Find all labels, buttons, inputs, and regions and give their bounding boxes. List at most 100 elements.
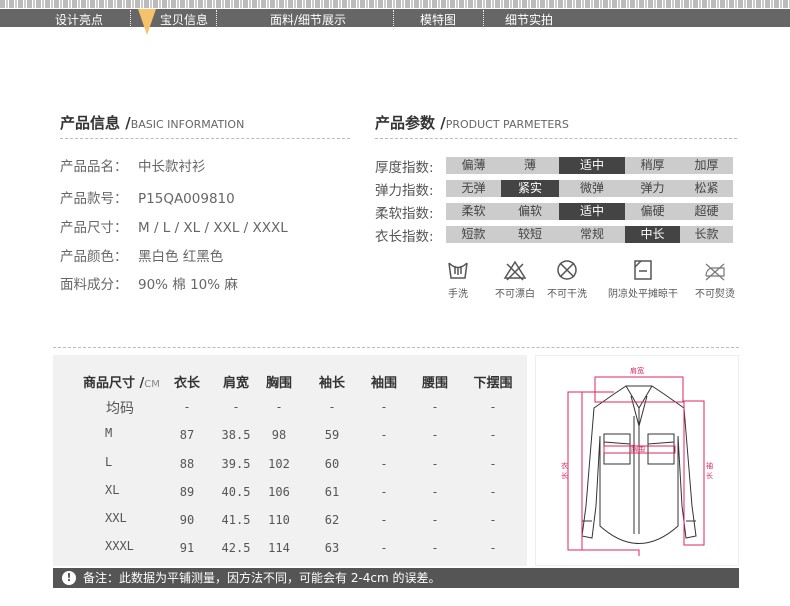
table-cell: 98 xyxy=(271,428,287,442)
divider xyxy=(216,10,217,26)
param-option: 适中 xyxy=(559,203,625,220)
table-cell: 39.5 xyxy=(221,457,251,471)
param-option: 弹力 xyxy=(640,181,665,195)
care-label: 不可干洗 xyxy=(547,289,587,300)
size-name: M xyxy=(105,426,113,440)
param-option: 紧实 xyxy=(501,180,559,197)
table-cell: 110 xyxy=(268,513,290,527)
table-cell: - xyxy=(328,400,336,414)
size-name: 均码 xyxy=(106,401,134,417)
tab-fabric-details[interactable]: 面料/细节展示 xyxy=(270,13,347,27)
hand-wash-icon xyxy=(446,258,470,282)
table-cell: 91 xyxy=(179,541,195,555)
length-label-2: 长 xyxy=(561,471,568,480)
column-header: 袖长 xyxy=(318,376,346,391)
size-table-title: 商品尺寸 /CM xyxy=(83,372,160,391)
shoulder-label: 肩宽 xyxy=(630,366,644,375)
param-option: 较短 xyxy=(517,227,542,241)
param-option: 加厚 xyxy=(694,158,719,172)
table-cell: - xyxy=(489,400,497,414)
table-cell: - xyxy=(431,457,439,471)
table-cell: 62 xyxy=(324,513,340,527)
table-cell: 63 xyxy=(324,541,340,555)
chest-label: 胸围 xyxy=(631,444,645,453)
size-name: XXXL xyxy=(105,539,134,553)
param-bar: 短款 较短 常规 中长 长款 xyxy=(446,226,733,243)
column-header: 腰围 xyxy=(421,376,449,391)
param-label: 衣长指数: xyxy=(375,229,434,245)
table-cell: - xyxy=(380,428,388,442)
table-cell: 60 xyxy=(324,457,340,471)
dry-flat-shade-icon xyxy=(631,258,655,282)
no-iron-icon xyxy=(703,258,727,282)
table-cell: 42.5 xyxy=(221,541,251,555)
params-heading: 产品参数 /PRODUCT PARMETERS xyxy=(375,114,569,132)
note-bar: 备注：此数据为平铺测量，因方法不同，可能会有 2-4cm 的误差。 xyxy=(53,568,739,588)
size-name: XXL xyxy=(105,511,127,525)
info-label: 产品品名： xyxy=(60,159,128,175)
param-option: 适中 xyxy=(559,157,625,174)
table-cell: - xyxy=(489,485,497,499)
sleeve-label-1: 袖 xyxy=(706,461,713,470)
column-header: 衣长 xyxy=(173,376,201,391)
active-tab-indicator xyxy=(138,9,156,35)
info-value: 90% 棉 10% 麻 xyxy=(138,277,238,293)
column-header: 胸围 xyxy=(265,376,293,391)
info-label: 产品尺寸： xyxy=(60,220,128,236)
param-bar: 偏薄 薄 适中 稍厚 加厚 xyxy=(446,157,733,174)
divider xyxy=(130,10,131,26)
table-cell: 90 xyxy=(179,513,195,527)
param-option: 偏硬 xyxy=(640,204,665,218)
table-cell: 40.5 xyxy=(221,485,251,499)
info-row: 面料成分： 90% 棉 10% 麻 xyxy=(60,273,238,293)
param-option: 松紧 xyxy=(694,181,719,195)
param-option: 常规 xyxy=(579,227,604,241)
care-label: 不可漂白 xyxy=(495,289,535,300)
param-option: 偏软 xyxy=(517,204,542,218)
table-cell: 89 xyxy=(179,485,195,499)
param-label: 厚度指数: xyxy=(375,160,434,176)
tab-model[interactable]: 模特图 xyxy=(420,13,457,27)
table-cell: 38.5 xyxy=(221,428,251,442)
tab-product-info[interactable]: 宝贝信息 xyxy=(160,13,209,27)
info-label: 产品颜色： xyxy=(60,249,128,265)
table-cell: 114 xyxy=(268,541,290,555)
table-cell: - xyxy=(380,400,388,414)
divider xyxy=(393,10,394,26)
column-header: 下摆围 xyxy=(473,376,513,391)
note-text: 备注：此数据为平铺测量，因方法不同，可能会有 2-4cm 的误差。 xyxy=(83,571,441,585)
info-value: 黑白色 红黑色 xyxy=(138,249,224,265)
unit-label: CM xyxy=(144,379,160,390)
table-cell: - xyxy=(232,400,240,414)
divider xyxy=(60,138,350,139)
size-title: 商品尺寸 / xyxy=(83,376,145,391)
table-cell: - xyxy=(431,400,439,414)
divider xyxy=(53,347,739,348)
no-bleach-icon xyxy=(503,258,527,282)
care-label: 不可熨烫 xyxy=(695,289,735,300)
table-cell: - xyxy=(380,541,388,555)
tab-detail-photos[interactable]: 细节实拍 xyxy=(505,13,554,27)
table-cell: 61 xyxy=(324,485,340,499)
size-name: XL xyxy=(105,483,120,497)
table-cell: - xyxy=(431,541,439,555)
size-table xyxy=(53,355,527,566)
param-option: 超硬 xyxy=(694,204,719,218)
table-cell: 102 xyxy=(268,457,290,471)
info-label: 产品款号： xyxy=(60,191,128,207)
table-cell: - xyxy=(431,485,439,499)
param-option: 无弹 xyxy=(461,181,486,195)
tab-design-highlights[interactable]: 设计亮点 xyxy=(55,13,104,27)
info-value: M / L / XL / XXL / XXXL xyxy=(138,220,288,236)
table-cell: 88 xyxy=(179,457,195,471)
divider xyxy=(375,138,737,139)
info-row: 产品款号： P15QA009810 xyxy=(60,187,235,207)
decorative-chain-border xyxy=(0,0,790,8)
info-row: 产品尺寸： M / L / XL / XXL / XXXL xyxy=(60,216,288,236)
warning-icon: ! xyxy=(62,571,76,585)
table-cell: 59 xyxy=(324,428,340,442)
table-cell: - xyxy=(489,428,497,442)
divider xyxy=(483,10,484,26)
param-option: 柔软 xyxy=(461,204,486,218)
param-option: 长款 xyxy=(694,227,719,241)
